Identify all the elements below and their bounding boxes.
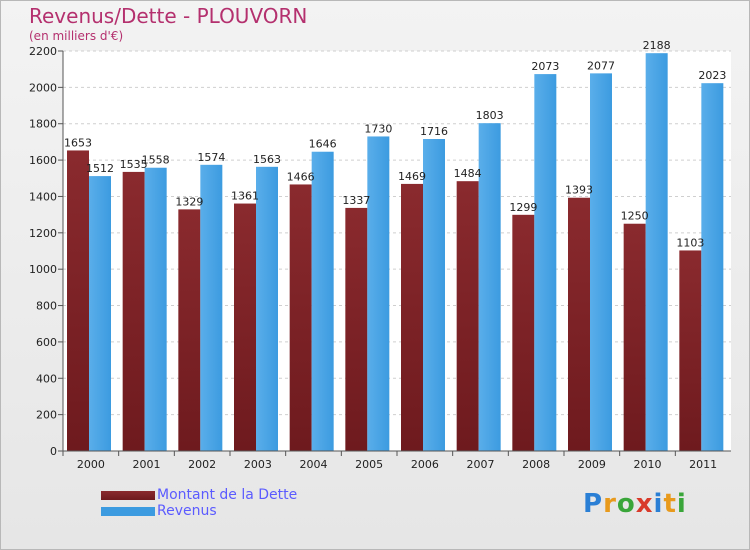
grid-lines <box>63 50 731 452</box>
logo-letter: x <box>635 489 654 519</box>
bar-dette <box>568 197 590 451</box>
bar-dette <box>345 207 368 451</box>
bar-revenus <box>423 139 445 451</box>
bar-revenus <box>311 151 334 451</box>
legend-item-revenus: Revenus <box>101 503 297 519</box>
x-tick-label: 2009 <box>578 458 606 471</box>
bar-dette <box>289 184 312 452</box>
bars <box>67 53 724 452</box>
data-label-dette: 1361 <box>231 190 259 203</box>
bar-dette <box>178 209 201 451</box>
bar-revenus <box>645 53 668 451</box>
data-label-revenus: 1512 <box>86 162 114 175</box>
axes: 0 200 400 600 800 1000 1200 1400 1600 1800 2000 220… <box>29 45 731 471</box>
bar-revenus <box>89 176 111 451</box>
x-tick-label: 2005 <box>355 458 383 471</box>
bar-dette <box>401 183 423 451</box>
x-tick-label: 2004 <box>300 458 328 471</box>
x-tick-label: 2006 <box>411 458 439 471</box>
bar-dette <box>623 223 646 451</box>
data-label-dette: 1103 <box>676 236 704 249</box>
data-label-dette: 1484 <box>454 167 482 180</box>
bar-dette <box>456 181 479 451</box>
y-tick-label: 1800 <box>29 118 57 131</box>
legend: Montant de la Dette Revenus <box>101 487 297 519</box>
bar-dette <box>512 214 535 451</box>
bar-dette <box>122 171 145 451</box>
bar-revenus <box>701 83 724 451</box>
chart-subtitle: (en milliers d'€) <box>29 29 124 43</box>
y-tick-label: 0 <box>50 445 57 458</box>
y-tick-label: 1400 <box>29 190 57 203</box>
logo-letter: o <box>616 489 636 519</box>
data-label-dette: 1329 <box>175 195 203 208</box>
x-tick-label: 2001 <box>133 458 161 471</box>
bar-revenus <box>256 166 278 451</box>
data-label-dette: 1535 <box>120 158 148 171</box>
data-label-dette: 1337 <box>342 194 370 207</box>
chart-title: Revenus/Dette - PLOUVORN <box>29 4 308 28</box>
bar-revenus <box>534 74 557 451</box>
data-label-revenus: 2023 <box>698 69 726 82</box>
x-tick-label: 2008 <box>522 458 550 471</box>
data-label-revenus: 1563 <box>253 153 281 166</box>
y-tick-label: 800 <box>36 300 57 313</box>
legend-item-dette: Montant de la Dette <box>101 487 297 503</box>
bar-revenus <box>200 164 223 451</box>
y-tick-label: 1600 <box>29 154 57 167</box>
data-label-revenus: 1646 <box>309 138 337 151</box>
proxiti-logo: Proxiti <box>583 489 687 519</box>
data-label-dette: 1466 <box>287 170 315 183</box>
data-label-dette: 1250 <box>621 210 649 223</box>
data-label-revenus: 1730 <box>364 122 392 135</box>
bar-dette <box>679 250 702 451</box>
y-tick-label: 2200 <box>29 45 57 58</box>
logo-letter: P <box>583 489 604 519</box>
y-tick-label: 2000 <box>29 81 57 94</box>
data-label-dette: 1393 <box>565 184 593 197</box>
bar-dette <box>234 203 256 451</box>
bar-revenus <box>590 73 612 451</box>
y-tick-label: 600 <box>36 336 57 349</box>
x-tick-label: 2002 <box>188 458 216 471</box>
data-label-revenus: 2073 <box>531 60 559 73</box>
y-tick-label: 400 <box>36 372 57 385</box>
x-tick-label: 2010 <box>634 458 662 471</box>
bar-revenus <box>144 167 167 451</box>
y-tick-label: 1200 <box>29 227 57 240</box>
x-tick-label: 2007 <box>467 458 495 471</box>
logo-letter: r <box>603 489 617 519</box>
logo-letter: t <box>663 489 677 519</box>
data-label-revenus: 1558 <box>142 154 170 167</box>
plot-area <box>63 51 731 451</box>
bar-revenus <box>367 136 390 452</box>
data-label-revenus: 2077 <box>587 59 615 72</box>
y-tick-label: 1000 <box>29 263 57 276</box>
legend-label-revenus: Revenus <box>157 503 217 519</box>
bar-revenus <box>478 123 501 451</box>
legend-swatch-revenus <box>101 506 155 516</box>
data-label-dette: 1299 <box>509 201 537 214</box>
x-tick-label: 2011 <box>689 458 717 471</box>
data-label-dette: 1469 <box>398 170 426 183</box>
bar-dette <box>67 150 89 452</box>
legend-label-dette: Montant de la Dette <box>157 487 298 503</box>
legend-swatch-dette <box>101 490 155 500</box>
x-tick-label: 2000 <box>77 458 105 471</box>
data-label-revenus: 1574 <box>197 151 225 164</box>
logo-letter: i <box>653 489 664 519</box>
data-label-revenus: 1803 <box>476 109 504 122</box>
x-tick-label: 2003 <box>244 458 272 471</box>
y-tick-label: 200 <box>36 409 57 422</box>
data-label-revenus: 2188 <box>643 39 671 52</box>
data-label-dette: 1653 <box>64 136 92 149</box>
data-label-revenus: 1716 <box>420 125 448 138</box>
logo-letter: i <box>676 489 687 519</box>
